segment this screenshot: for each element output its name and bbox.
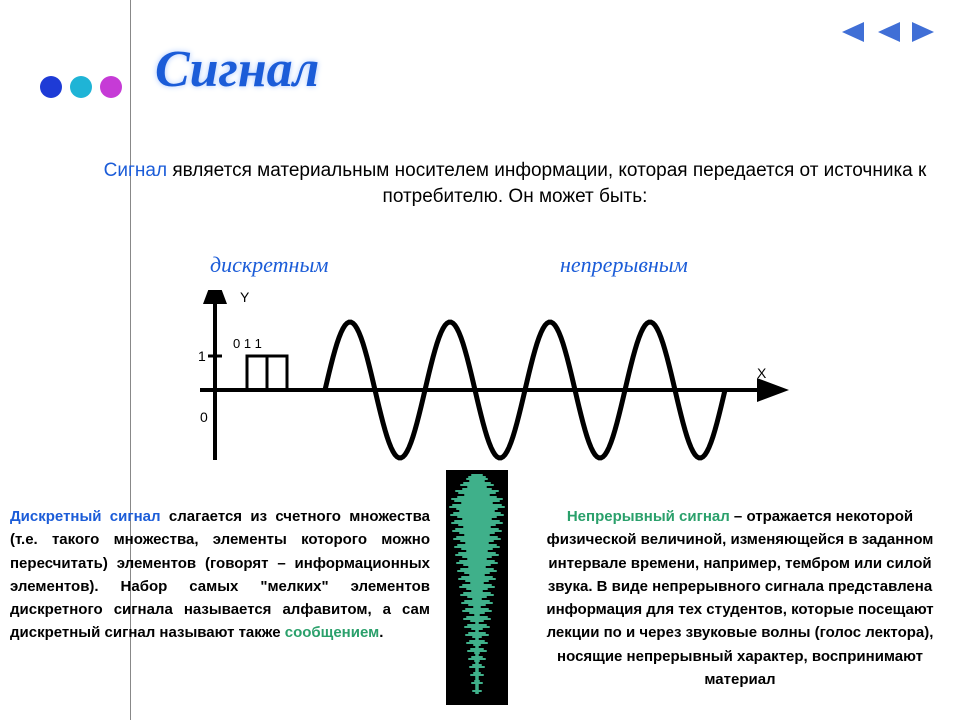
svg-text:X: X (757, 365, 767, 381)
intro-body: является материальным носителем информац… (167, 160, 926, 207)
audio-waveform (446, 470, 508, 705)
nav-next-icon[interactable] (910, 20, 938, 44)
svg-text:Y: Y (240, 290, 250, 305)
desc-continuous: Непрерывный сигнал – отражается некоторо… (525, 505, 955, 691)
desc-discrete: Дискретный сигнал слагается из счетного … (10, 505, 430, 645)
desc-discrete-tail: . (379, 624, 383, 641)
intro-lead: Сигнал (104, 160, 167, 181)
signal-diagram: 1 0 Y X 0 1 1 (185, 290, 795, 470)
kw-discrete: Дискретный сигнал (10, 508, 161, 525)
dot-1 (40, 76, 62, 98)
dot-3 (100, 76, 122, 98)
dot-2 (70, 76, 92, 98)
intro-text: Сигнал является материальным носителем и… (100, 158, 930, 209)
label-discrete: дискретным (210, 252, 328, 278)
svg-text:0 1 1: 0 1 1 (233, 336, 262, 351)
label-continuous: непрерывным (560, 252, 688, 278)
kw-message: сообщением (285, 624, 379, 641)
slide-nav (838, 20, 938, 44)
desc-continuous-body: – отражается некоторой физической величи… (546, 508, 933, 688)
kw-continuous: Непрерывный сигнал (567, 508, 730, 525)
svg-text:1: 1 (198, 348, 206, 364)
nav-back-icon[interactable] (874, 20, 902, 44)
page-title: Сигнал (155, 40, 319, 99)
svg-text:0: 0 (200, 409, 208, 425)
decor-dots (40, 76, 122, 98)
nav-prev-icon[interactable] (838, 20, 866, 44)
desc-discrete-body: слагается из счетного множества (т.е. та… (10, 508, 430, 641)
